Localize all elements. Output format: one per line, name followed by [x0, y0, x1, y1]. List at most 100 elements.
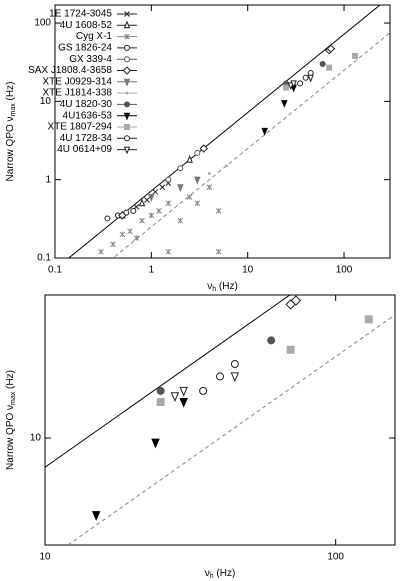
marker — [91, 511, 101, 521]
y-label-part: max — [10, 391, 17, 405]
marker — [307, 70, 314, 77]
x-tick-label: 1 — [149, 265, 155, 276]
marker — [230, 372, 240, 383]
marker — [127, 228, 133, 235]
marker — [352, 52, 359, 59]
marker — [177, 217, 184, 224]
marker — [165, 200, 172, 207]
y-label-part: (Hz) — [5, 370, 16, 392]
legend-label: XTE 1807-294 — [48, 122, 113, 133]
legend-label: 4U 1820-30 — [60, 99, 113, 110]
y-label-part: max — [10, 103, 17, 117]
marker — [261, 127, 268, 136]
x-label-part: h — [212, 286, 216, 293]
legend-label: GS 1826-24 — [58, 43, 112, 54]
marker — [287, 82, 295, 91]
x-tick-label: 100 — [336, 265, 353, 276]
x-tick-label: 100 — [327, 552, 344, 563]
marker — [199, 144, 208, 153]
marker — [156, 397, 165, 406]
marker — [319, 60, 326, 67]
marker — [267, 336, 276, 345]
marker — [118, 211, 127, 220]
legend-marker — [124, 101, 130, 108]
marker — [216, 372, 224, 381]
y-label-part: (Hz) — [5, 82, 16, 104]
x-label-part: ν — [207, 281, 212, 292]
marker — [165, 248, 172, 255]
plot-area — [45, 295, 395, 545]
plot-area — [67, 5, 390, 258]
marker — [186, 154, 193, 163]
marker — [215, 207, 222, 214]
marker — [139, 217, 145, 224]
marker — [194, 176, 201, 185]
y-tick-label: 0.1 — [37, 253, 51, 264]
legend-label: XTE J1814-338 — [43, 88, 113, 99]
marker — [148, 212, 155, 219]
legend-marker — [124, 56, 130, 63]
legend-marker — [122, 66, 132, 75]
y-axis-label: Narrow QPO νmax (Hz) — [5, 370, 18, 470]
marker — [307, 74, 314, 83]
legend-marker — [123, 112, 131, 121]
legend-label: Cyg X-1 — [76, 31, 113, 42]
y-axis-label: Narrow QPO νmax (Hz) — [5, 82, 18, 182]
x-tick-label: 10 — [242, 265, 254, 276]
marker — [326, 64, 333, 71]
x-label-part: (Hz) — [214, 568, 236, 579]
marker — [133, 235, 140, 241]
y-tick-label: 1 — [45, 174, 51, 185]
reference-line — [45, 295, 291, 468]
marker — [159, 184, 166, 191]
marker — [199, 386, 208, 395]
legend-marker — [124, 11, 130, 17]
marker — [194, 149, 201, 156]
y-tick-label: 100 — [34, 18, 51, 29]
reference-line — [112, 32, 390, 258]
marker — [104, 215, 111, 222]
legend-label: SAX J1808.4-3658 — [28, 65, 112, 76]
plot-frame — [54, 4, 391, 259]
marker — [281, 100, 288, 108]
legend-marker — [124, 124, 130, 130]
marker — [286, 345, 295, 354]
marker — [290, 295, 302, 306]
marker — [110, 241, 116, 248]
marker — [186, 194, 193, 200]
legend-label: 4U1636-53 — [63, 110, 113, 121]
marker — [206, 184, 213, 191]
marker — [290, 80, 297, 89]
marker — [138, 198, 146, 207]
x-label-part: h — [210, 573, 214, 580]
plot-frame — [44, 294, 396, 546]
marker — [179, 386, 188, 397]
marker — [283, 84, 290, 91]
reference-line — [67, 314, 395, 545]
marker — [152, 188, 159, 195]
marker — [148, 194, 155, 202]
marker — [326, 44, 336, 53]
marker — [170, 392, 180, 402]
y-tick-label: 10 — [40, 96, 52, 107]
marker — [230, 360, 239, 369]
marker — [179, 397, 188, 408]
marker — [130, 207, 137, 214]
x-tick-label: 10 — [39, 552, 51, 563]
x-axis-label: νh (Hz) — [207, 281, 238, 294]
y-label-part: Narrow QPO ν — [5, 405, 16, 470]
marker — [194, 200, 201, 207]
marker — [144, 197, 150, 203]
marker — [151, 438, 160, 449]
legend-marker — [123, 78, 131, 87]
legend-marker — [124, 135, 130, 142]
marker — [302, 74, 309, 81]
marker — [119, 231, 126, 238]
legend-marker — [124, 44, 130, 51]
marker — [364, 315, 373, 324]
legend-marker — [123, 20, 131, 29]
legend-marker — [124, 33, 130, 40]
legend-label: 1E 1724-3045 — [49, 9, 112, 20]
marker — [207, 171, 211, 175]
